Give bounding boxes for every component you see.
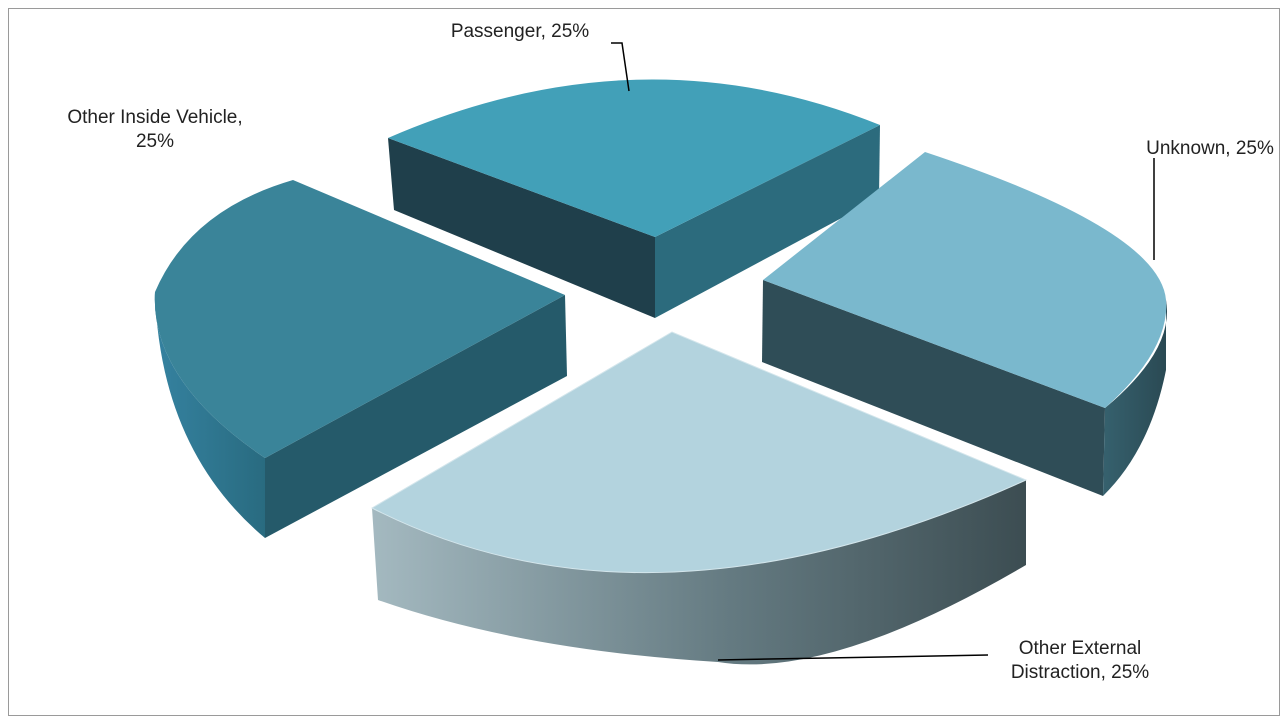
data-label-unknown: Unknown, 25% bbox=[1146, 138, 1274, 159]
slice-inside-side bbox=[265, 295, 567, 538]
data-label-other-external-line2: Distraction, 25% bbox=[1010, 662, 1150, 683]
data-label-other-inside-vehicle: Other Inside Vehicle, 25% bbox=[20, 106, 290, 154]
data-label-other-external-line1: Other External bbox=[1018, 638, 1142, 659]
data-label-other-inside-line1: Other Inside Vehicle, bbox=[67, 107, 243, 128]
slice-inside-top bbox=[154, 180, 565, 458]
slice-passenger-side-left bbox=[388, 138, 655, 318]
leader-line-other-external bbox=[717, 654, 989, 661]
slice-external-top bbox=[370, 331, 1028, 574]
slice-passenger-top bbox=[388, 79, 880, 237]
data-label-other-inside-line2: 25% bbox=[135, 131, 175, 152]
slice-other-external-distraction bbox=[370, 331, 1028, 665]
slice-passenger-side-right bbox=[655, 125, 880, 318]
data-label-other-external: Other External Distraction, 25% bbox=[982, 637, 1178, 685]
leader-line-passenger bbox=[611, 42, 630, 92]
slice-unknown-outer-wall bbox=[1103, 300, 1168, 496]
slice-external-outer-wall bbox=[372, 480, 1026, 665]
slice-unknown bbox=[762, 152, 1168, 496]
slice-other-inside-vehicle bbox=[154, 180, 567, 538]
slice-passenger bbox=[388, 79, 880, 318]
data-label-passenger: Passenger, 25% bbox=[450, 21, 590, 42]
slice-unknown-side bbox=[762, 280, 1105, 496]
slice-inside-outer-wall bbox=[154, 292, 265, 538]
slice-unknown-top bbox=[763, 152, 1167, 408]
